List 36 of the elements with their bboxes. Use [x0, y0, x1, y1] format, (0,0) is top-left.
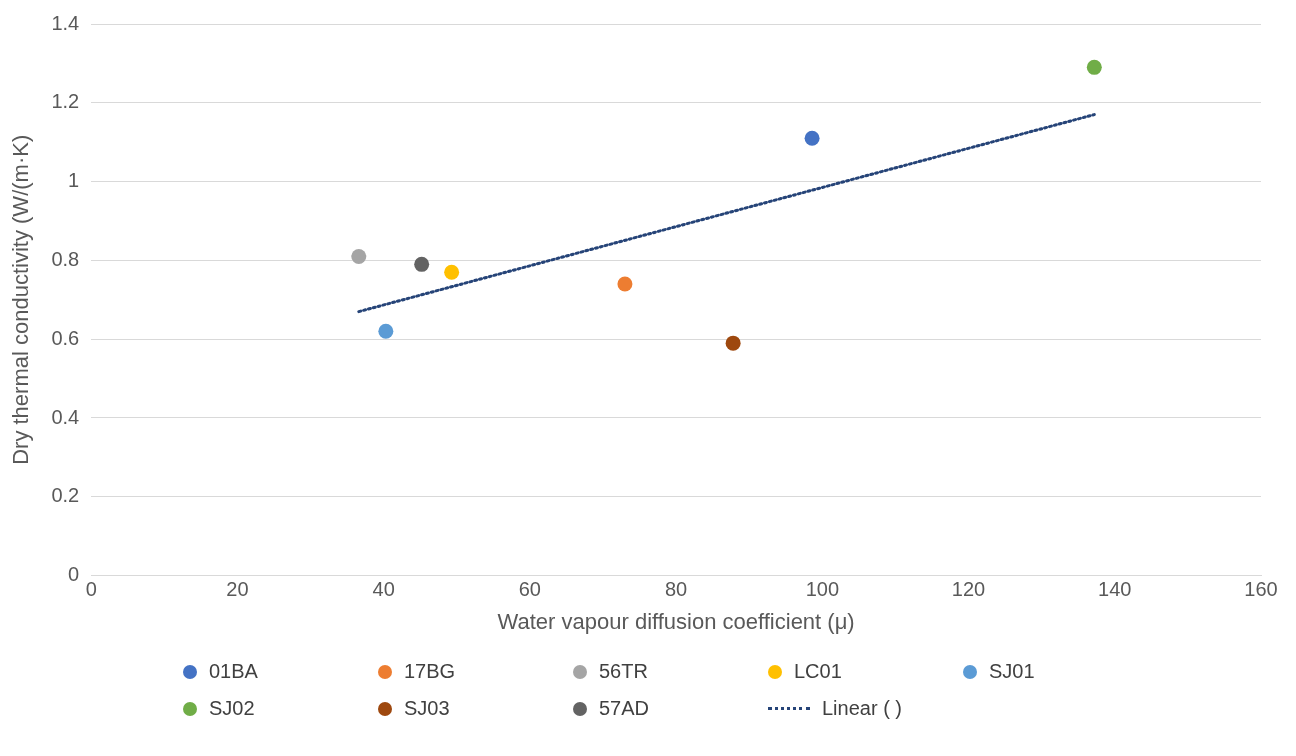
x-tick-label: 160	[1244, 578, 1278, 601]
x-tick-label: 60	[518, 578, 541, 601]
y-tick-label: 0.8	[51, 247, 80, 270]
legend-label: 57AD	[599, 697, 650, 720]
point	[351, 248, 367, 264]
point	[444, 264, 460, 280]
x-tick-label: 40	[372, 578, 395, 601]
legend-label: LC01	[794, 660, 842, 683]
point	[414, 256, 430, 272]
legend-label: 01BA	[209, 660, 258, 683]
x-tick-label: 0	[85, 578, 97, 601]
y-axis-title: Dry thermal conductivity (W/(m·K)	[8, 134, 34, 465]
y-tick-label: 1	[68, 169, 80, 192]
point	[725, 335, 741, 351]
point	[804, 130, 820, 146]
y-tick-label: 0.2	[51, 484, 80, 507]
legend-label: 17BG	[404, 660, 456, 683]
y-tick-label: 0.6	[51, 326, 80, 349]
y-tick-label: 1.2	[51, 90, 80, 113]
point	[617, 276, 633, 292]
legend-label: SJ01	[989, 660, 1035, 683]
y-tick-label: 1.4	[51, 11, 80, 34]
point	[378, 323, 394, 339]
legend-label: 56TR	[599, 660, 648, 683]
x-tick-label: 140	[1098, 578, 1132, 601]
legend-label: SJ03	[404, 697, 450, 720]
x-tick-label: 20	[226, 578, 249, 601]
x-tick-label: 100	[805, 578, 840, 601]
legend-label: Linear ( )	[822, 697, 903, 720]
y-tick-label: 0	[68, 563, 80, 586]
legend-label: SJ02	[209, 697, 255, 720]
x-tick-label: 120	[951, 578, 986, 601]
point	[1086, 59, 1102, 75]
x-axis-title: Water vapour diffusion coefficient (μ)	[497, 608, 855, 634]
y-tick-label: 0.4	[51, 405, 80, 428]
x-tick-label: 80	[664, 578, 688, 601]
